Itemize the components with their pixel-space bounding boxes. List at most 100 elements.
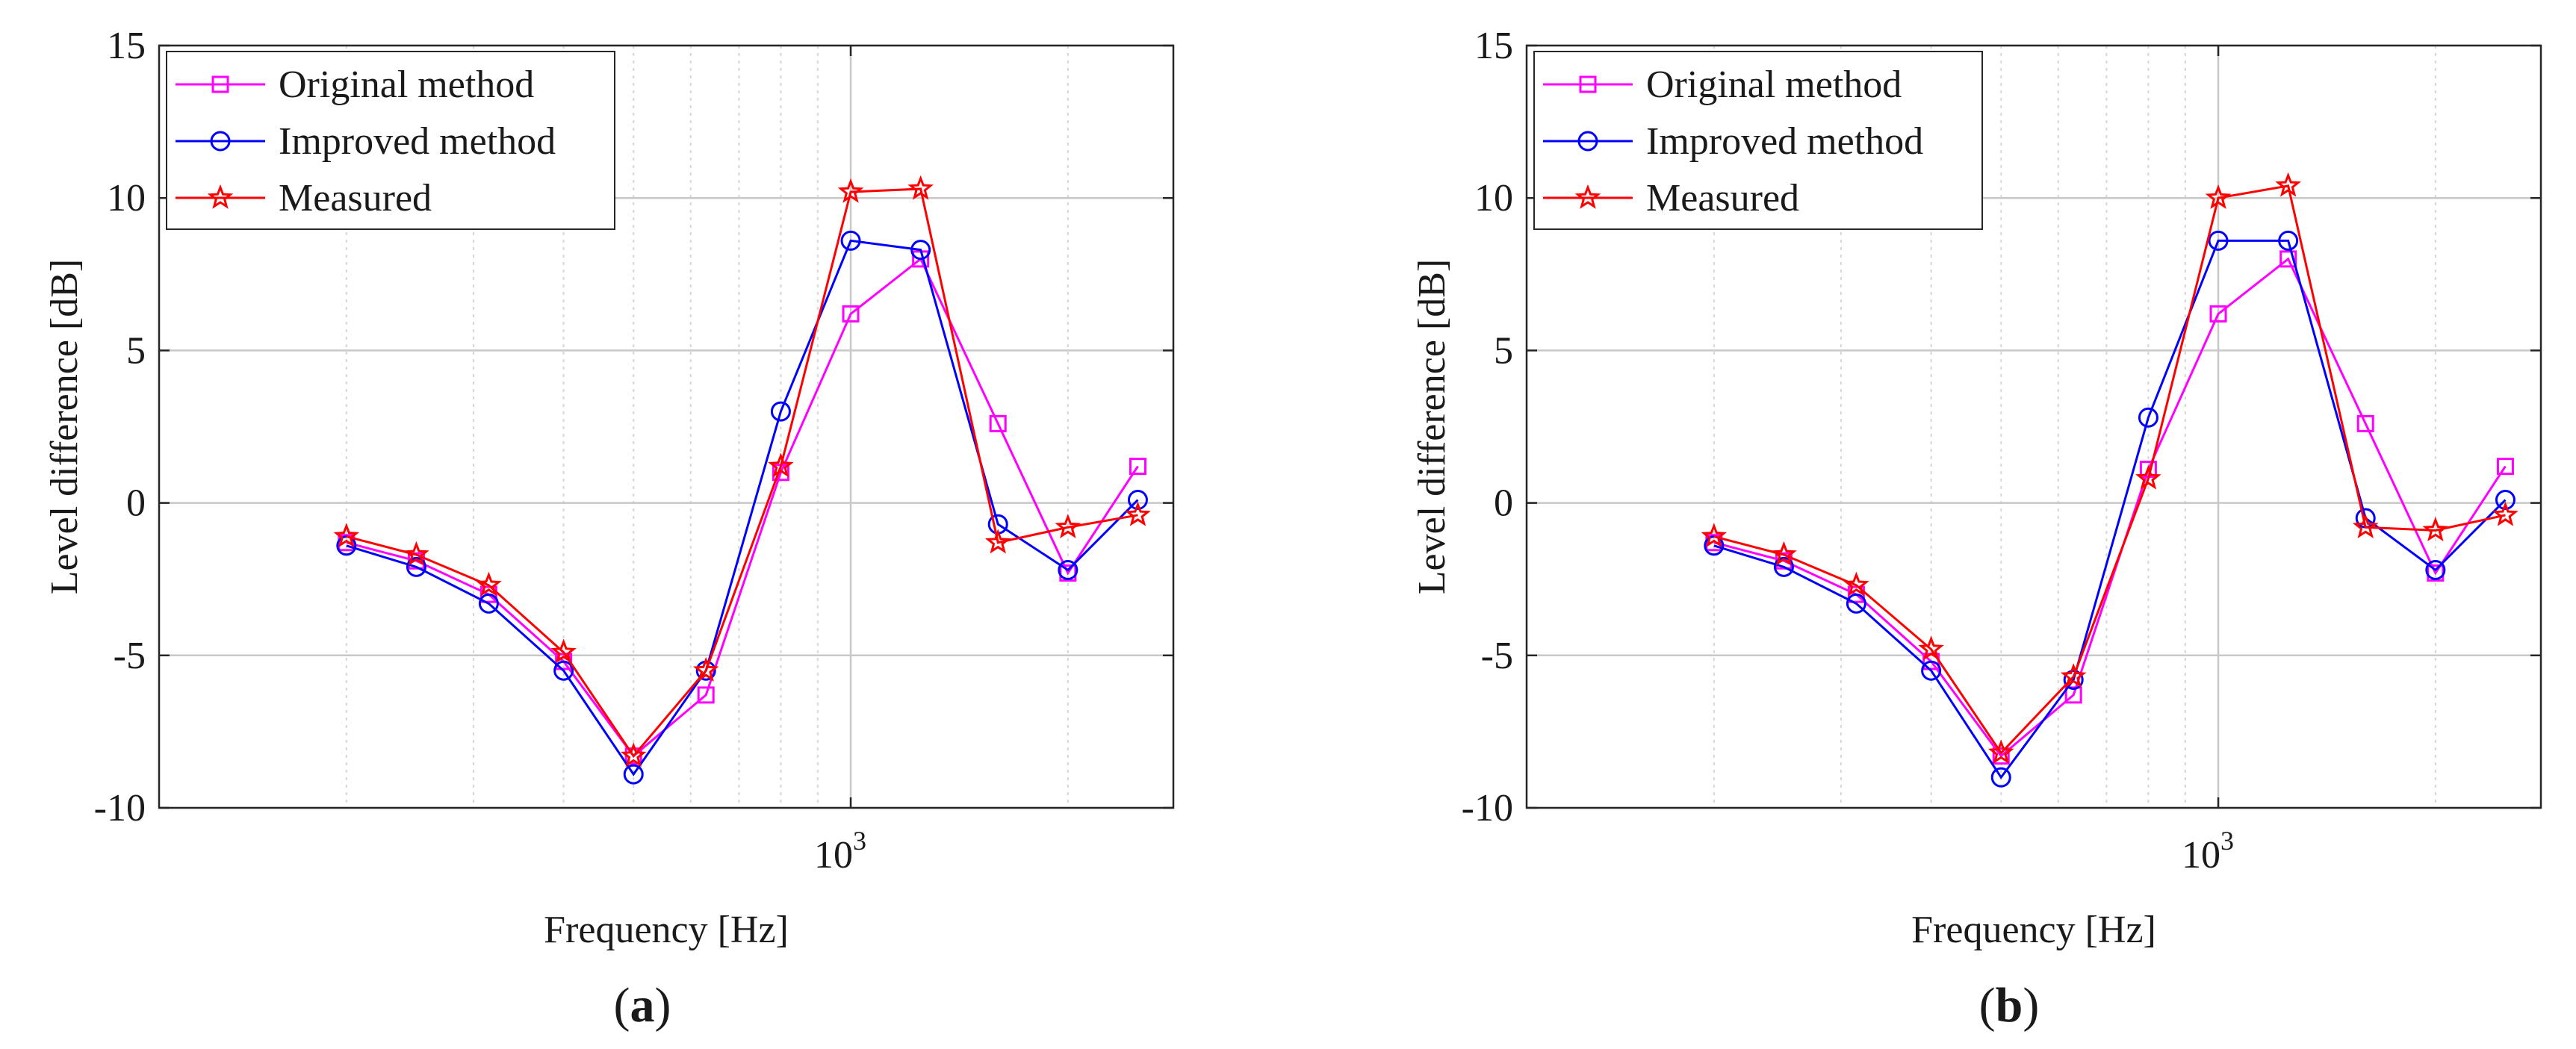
x-tick-label-base: 10 — [2182, 834, 2220, 877]
data-point-star — [2275, 172, 2301, 197]
data-point-star — [333, 523, 360, 548]
legend-label: Measured — [279, 177, 432, 220]
series-line-square — [1713, 257, 2507, 758]
legend-marker-square — [1579, 75, 1597, 93]
data-point-circle — [1846, 593, 1866, 614]
panel-label: (a) — [614, 978, 671, 1033]
panel-label-letter: b — [1996, 978, 2023, 1033]
panel-label-close-paren: ) — [2023, 978, 2039, 1033]
x-tick-label: 103 — [814, 826, 866, 877]
data-point-circle — [2425, 559, 2446, 580]
panel-label-letter: a — [630, 978, 655, 1033]
data-point-circle — [2063, 669, 2084, 690]
data-point-square — [2496, 458, 2514, 476]
x-tick-label-base: 10 — [814, 834, 853, 877]
data-point-circle — [910, 240, 931, 261]
y-tick-label: 0 — [126, 482, 146, 525]
legend: Original method Improved method Measured — [1533, 51, 1983, 230]
data-point-circle — [623, 764, 644, 785]
y-tick-label: 15 — [1474, 25, 1513, 67]
y-tick-label: -10 — [94, 787, 146, 829]
legend-label: Measured — [1646, 177, 1799, 220]
legend-label: Improved method — [1646, 120, 1923, 163]
legend-marker-circle — [210, 131, 231, 152]
data-point-circle — [840, 230, 861, 251]
data-point-star — [1701, 523, 1728, 548]
data-point-star — [1055, 514, 1081, 538]
x-tick-label-exponent: 3 — [2220, 826, 2234, 856]
legend-label: Original method — [1646, 63, 1902, 106]
data-point-square — [2356, 414, 2374, 432]
y-axis-label: Level difference [dB] — [1411, 259, 1453, 594]
legend-marker-circle — [1577, 131, 1598, 152]
data-point-square — [2209, 305, 2227, 323]
axes-box — [1525, 44, 2542, 809]
data-point-circle — [2138, 407, 2158, 428]
series-line-star — [346, 187, 1138, 759]
data-point-star — [1843, 571, 1869, 597]
y-axis-label: Level difference [dB] — [43, 259, 86, 594]
data-point-star — [692, 657, 719, 682]
y-tick-label: 5 — [1494, 329, 1513, 372]
x-axis-label: Frequency [Hz] — [544, 909, 789, 951]
panel-label: (b) — [1979, 978, 2040, 1033]
data-point-circle — [1127, 490, 1148, 511]
data-point-star — [550, 638, 577, 664]
chart-panel-a: -10 -5 0 5 10 15 103 Frequency [Hz] Level differ… — [43, 25, 1175, 1033]
data-point-star — [2352, 514, 2379, 538]
data-point-circle — [770, 401, 791, 422]
data-point-star — [768, 452, 794, 478]
y-tick-label: -5 — [114, 635, 146, 677]
data-point-star — [476, 571, 502, 597]
data-point-star — [2060, 663, 2087, 688]
data-point-circle — [2495, 490, 2516, 511]
y-tick-label: 0 — [1494, 482, 1513, 525]
series-line-square — [346, 257, 1139, 758]
legend-label: Original method — [279, 63, 534, 106]
data-point-square — [912, 250, 930, 268]
axes-box — [158, 44, 1175, 809]
data-point-square — [842, 305, 860, 323]
data-point-circle — [478, 593, 499, 614]
data-point-circle — [1921, 660, 1942, 681]
series-line-circle — [346, 239, 1139, 776]
data-point-star — [907, 175, 934, 200]
grid-lines — [1527, 44, 2541, 809]
data-point-star — [984, 529, 1011, 554]
y-tick-label: 10 — [1474, 177, 1513, 220]
data-point-circle — [2208, 230, 2229, 251]
data-point-star — [620, 742, 647, 768]
x-axis-label: Frequency [Hz] — [1911, 909, 2156, 951]
series-group — [1701, 172, 2518, 788]
legend-marker-star — [1574, 184, 1601, 209]
legend-marker-square — [211, 75, 229, 93]
series-group — [333, 175, 1151, 785]
legend-label: Improved method — [279, 120, 556, 163]
x-tick-label: 103 — [2182, 826, 2234, 877]
data-point-star — [2135, 464, 2161, 490]
y-tick-label: -5 — [1481, 635, 1513, 677]
data-point-star — [2492, 501, 2518, 526]
panel-label-open-paren: ( — [1979, 978, 1996, 1033]
panel-label-open-paren: ( — [614, 978, 630, 1033]
y-tick-label: 5 — [126, 329, 146, 372]
data-point-star — [2422, 517, 2449, 542]
data-point-circle — [553, 660, 574, 681]
data-point-square — [697, 686, 715, 704]
data-point-square — [772, 464, 789, 482]
data-point-square — [989, 414, 1007, 432]
series-line-star — [1713, 184, 2506, 755]
legend: Original method Improved method Measured — [166, 51, 615, 230]
y-tick-label: 10 — [107, 177, 146, 220]
data-point-star — [403, 541, 429, 566]
data-point-star — [2205, 184, 2232, 209]
data-point-circle — [1990, 767, 2011, 788]
data-point-circle — [1058, 559, 1078, 580]
data-point-star — [1987, 739, 2014, 765]
data-point-circle — [2278, 230, 2299, 251]
legend-marker-star — [207, 184, 234, 209]
y-tick-label: 15 — [107, 25, 146, 67]
panel-label-close-paren: ) — [655, 978, 671, 1033]
data-point-star — [1771, 541, 1797, 566]
